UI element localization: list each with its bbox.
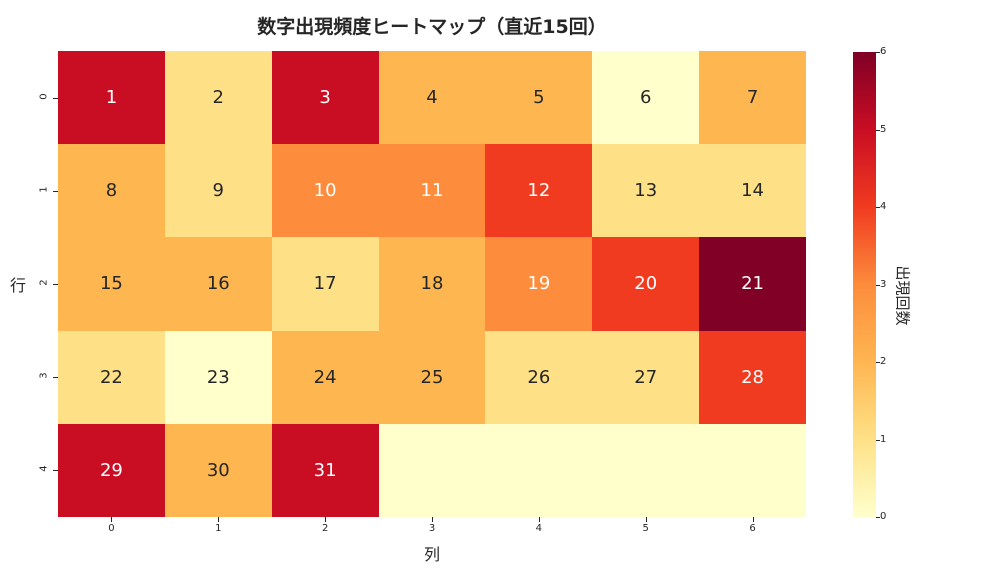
heatmap-cell: 29 xyxy=(58,423,165,517)
y-tick-mark xyxy=(53,377,58,379)
heatmap-cell: 2 xyxy=(164,51,272,145)
y-tick-mark xyxy=(53,97,58,99)
y-tick-label: 4 xyxy=(38,465,50,473)
x-tick-mark xyxy=(111,517,113,522)
y-tick-label: 2 xyxy=(38,279,50,286)
heatmap-cell: 4 xyxy=(378,51,486,145)
heatmap-cell xyxy=(592,423,700,517)
heatmap-cell: 7 xyxy=(699,51,806,145)
y-tick-label: 0 xyxy=(38,92,50,100)
colorbar-tick-label: 0 xyxy=(880,511,887,522)
x-tick-label: 0 xyxy=(108,523,115,534)
colorbar-tick-label: 3 xyxy=(880,278,887,290)
heatmap-cell: 12 xyxy=(485,144,593,238)
heatmap-cell: 20 xyxy=(592,237,700,331)
x-tick-label: 5 xyxy=(642,523,649,534)
colorbar-tick-label: 4 xyxy=(880,201,887,212)
heatmap-cell: 14 xyxy=(699,144,806,238)
heatmap-cell xyxy=(485,423,593,517)
heatmap-cell: 5 xyxy=(485,51,593,145)
heatmap-cell: 24 xyxy=(271,330,379,424)
y-tick-mark xyxy=(53,190,58,192)
x-tick-mark xyxy=(752,517,754,522)
x-tick-label: 3 xyxy=(428,523,436,534)
heatmap-cell: 1 xyxy=(58,51,165,145)
heatmap-cell: 9 xyxy=(164,144,272,238)
colorbar-tick-label: 5 xyxy=(880,123,887,135)
colorbar-tick-label: 1 xyxy=(880,433,887,445)
heatmap-cell: 26 xyxy=(485,330,593,424)
heatmap-cell: 16 xyxy=(164,237,272,331)
x-tick-mark xyxy=(645,517,647,522)
heatmap-cell: 28 xyxy=(699,330,806,424)
x-tick-label: 1 xyxy=(215,523,222,534)
colorbar-tick-mark xyxy=(876,129,880,131)
heatmap-cell: 15 xyxy=(58,237,165,331)
x-tick-mark xyxy=(218,517,220,522)
x-axis-label: 列 xyxy=(424,545,441,564)
colorbar xyxy=(853,52,876,517)
heatmap-cell: 11 xyxy=(378,144,486,238)
y-axis-label: 行 xyxy=(10,276,27,295)
heatmap-cell: 18 xyxy=(378,237,486,331)
heatmap-cell: 23 xyxy=(164,330,272,424)
heatmap-grid: 1 2 3 4 5 6 7 8 9 10 11 12 13 14 15 16 17 18 19 20 21 22 23 24 2… xyxy=(58,51,806,517)
y-tick-mark xyxy=(53,470,58,472)
heatmap-cell: 25 xyxy=(378,330,486,424)
heatmap-cell: 27 xyxy=(592,330,700,424)
y-tick-mark xyxy=(53,284,58,285)
chart-title: 数字出現頻度ヒートマップ（直近15回） xyxy=(257,16,607,38)
colorbar-tick-mark xyxy=(876,284,880,286)
heatmap-cell: 8 xyxy=(58,144,165,238)
x-tick-label: 2 xyxy=(321,523,329,534)
heatmap-cell xyxy=(378,423,486,517)
heatmap-cell: 30 xyxy=(164,423,272,517)
colorbar-tick-mark xyxy=(876,517,880,518)
y-tick-label: 1 xyxy=(38,186,50,193)
colorbar-tick-mark xyxy=(876,52,880,53)
colorbar-tick-label: 2 xyxy=(880,356,887,367)
x-tick-mark xyxy=(432,517,433,522)
colorbar-label: 出現回数 xyxy=(893,265,912,326)
heatmap-cell: 17 xyxy=(271,237,379,331)
x-tick-mark xyxy=(538,517,540,522)
heatmap-cell: 22 xyxy=(58,330,165,424)
heatmap-cell xyxy=(699,423,806,517)
x-tick-mark xyxy=(325,517,327,522)
heatmap-cell: 3 xyxy=(271,51,379,145)
x-tick-label: 4 xyxy=(535,523,543,534)
y-tick-label: 3 xyxy=(38,372,50,379)
heatmap-cell: 21 xyxy=(699,237,806,331)
heatmap-cell: 19 xyxy=(485,237,593,331)
colorbar-tick-mark xyxy=(876,207,880,208)
heatmap-cell: 6 xyxy=(592,51,700,145)
heatmap-cell: 10 xyxy=(271,144,379,238)
colorbar-tick-mark xyxy=(876,439,880,441)
colorbar-tick-mark xyxy=(876,362,880,363)
heatmap-cell: 31 xyxy=(271,423,379,517)
heatmap-cell: 13 xyxy=(592,144,700,238)
colorbar-tick-label: 6 xyxy=(880,46,887,57)
x-tick-label: 6 xyxy=(749,523,756,534)
